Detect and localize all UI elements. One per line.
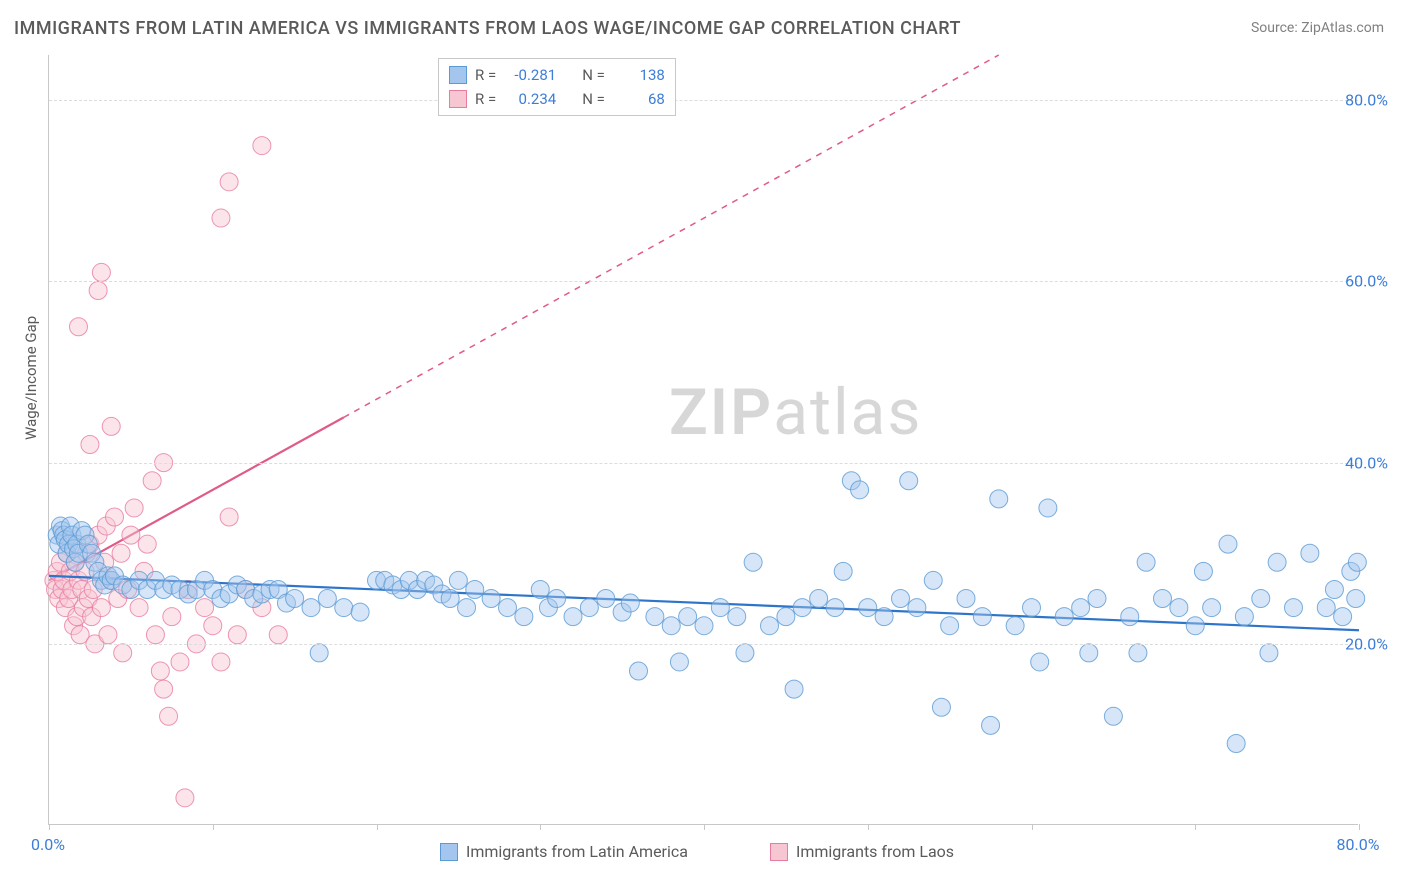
legend-row-latin: R = -0.281 N = 138	[449, 63, 665, 87]
correlation-legend: R = -0.281 N = 138 R = 0.234 N = 68	[438, 58, 676, 116]
swatch-latin-bottom	[440, 843, 458, 861]
y-tick-label: 40.0%	[1345, 453, 1388, 472]
chart-svg	[49, 55, 1358, 824]
swatch-latin	[449, 66, 467, 84]
swatch-laos	[449, 90, 467, 108]
r-value-latin: -0.281	[504, 66, 556, 84]
n-label: N =	[582, 66, 605, 84]
r-label: R =	[475, 66, 496, 84]
y-axis-label: Wage/Income Gap	[22, 316, 40, 440]
series-label-laos: Immigrants from Laos	[796, 842, 954, 861]
plot-area: ZIPatlas	[48, 55, 1358, 825]
series-legend-latin: Immigrants from Latin America	[440, 842, 688, 861]
r-label-2: R =	[475, 90, 496, 108]
series-legend-laos: Immigrants from Laos	[770, 842, 954, 861]
n-value-latin: 138	[613, 66, 665, 84]
y-tick-label: 20.0%	[1345, 634, 1388, 653]
swatch-laos-bottom	[770, 843, 788, 861]
x-tick-label: 80.0%	[1337, 835, 1380, 854]
n-value-laos: 68	[613, 90, 665, 108]
x-tick-label: 0.0%	[31, 835, 65, 854]
y-tick-label: 80.0%	[1345, 91, 1388, 110]
series-label-latin: Immigrants from Latin America	[466, 842, 688, 861]
n-label-2: N =	[582, 90, 605, 108]
legend-row-laos: R = 0.234 N = 68	[449, 87, 665, 111]
source-attribution: Source: ZipAtlas.com	[1251, 20, 1384, 36]
y-tick-label: 60.0%	[1345, 272, 1388, 291]
r-value-laos: 0.234	[504, 90, 556, 108]
chart-title: IMMIGRANTS FROM LATIN AMERICA VS IMMIGRA…	[14, 18, 961, 39]
